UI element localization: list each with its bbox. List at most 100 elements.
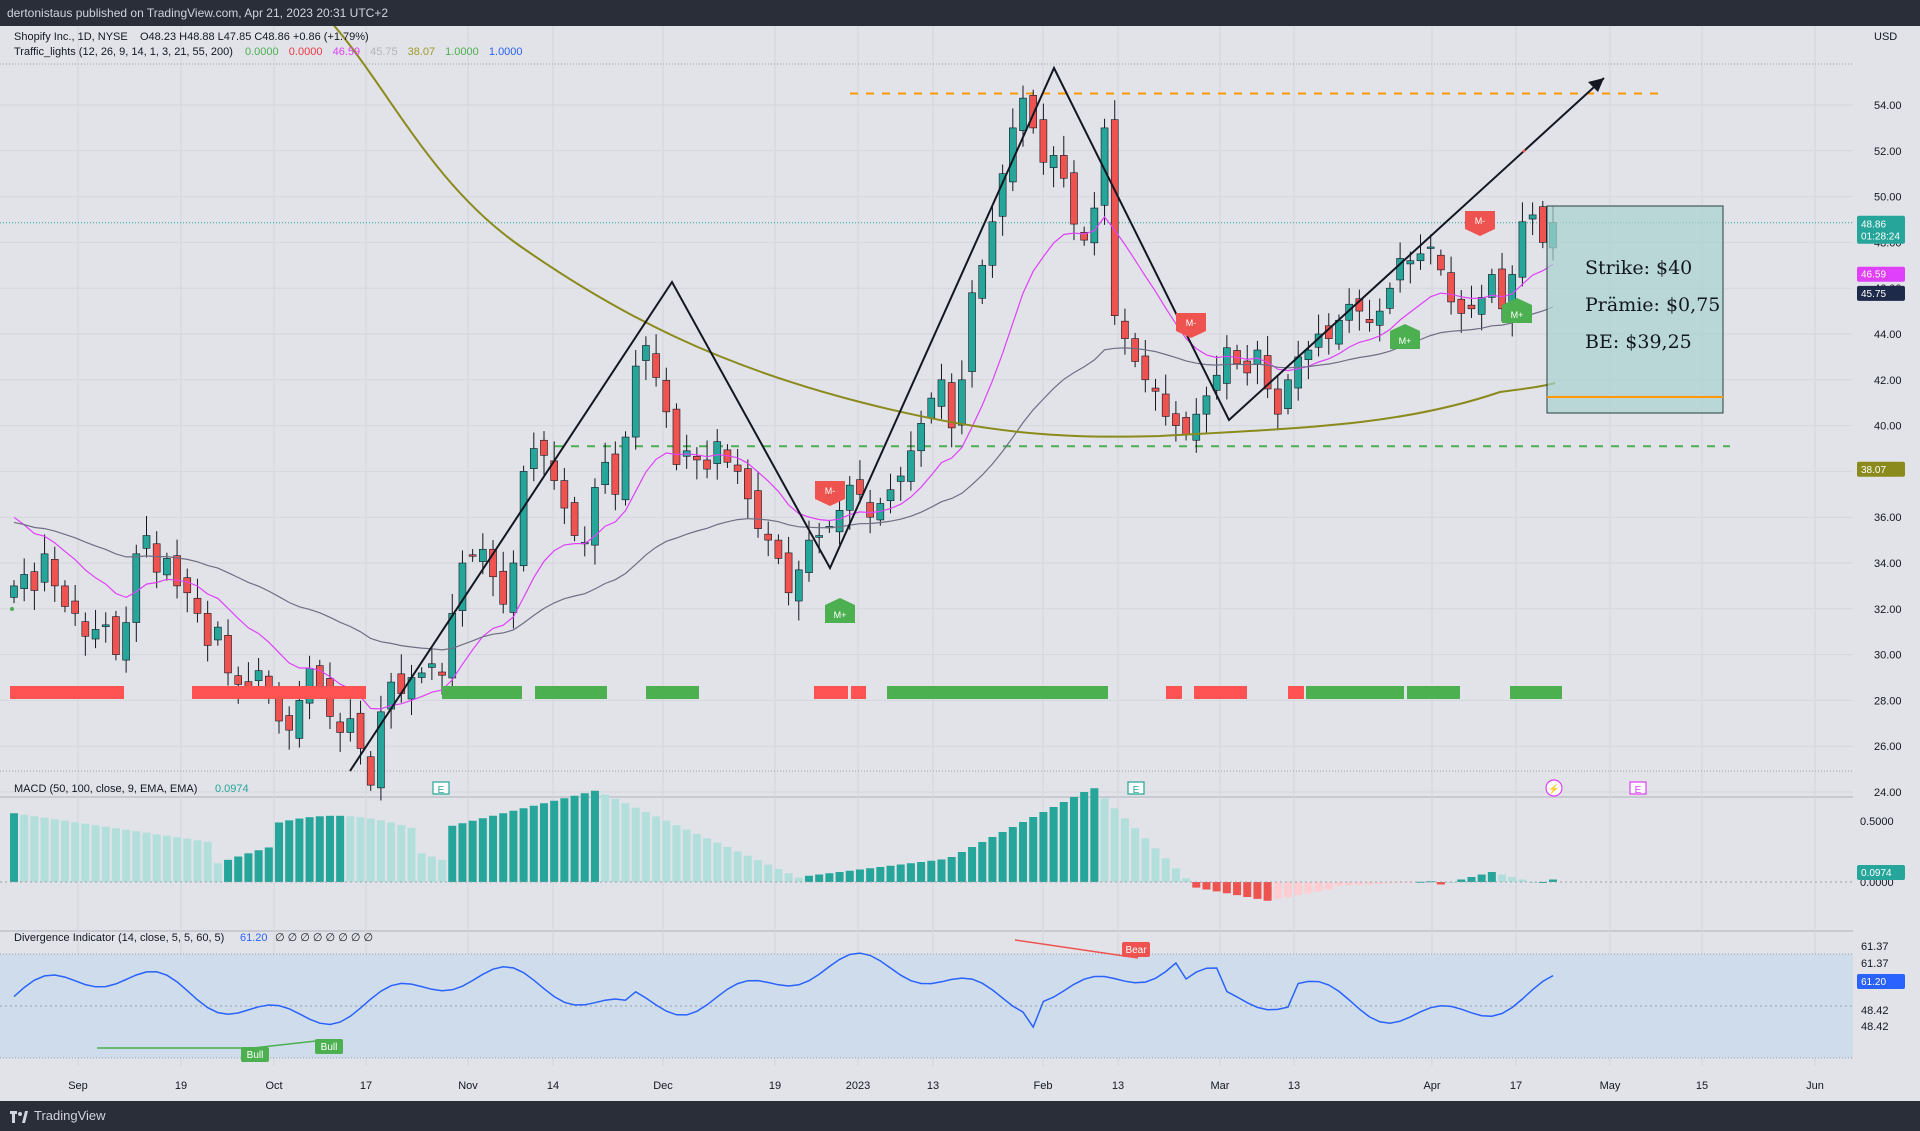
macd-bar[interactable] — [906, 863, 915, 882]
macd-bar[interactable] — [448, 825, 457, 882]
candle-body[interactable] — [1029, 95, 1038, 129]
macd-bar[interactable] — [723, 847, 732, 882]
macd-bar[interactable] — [550, 800, 559, 882]
macd-bar[interactable] — [682, 829, 691, 883]
candle-body[interactable] — [672, 408, 681, 465]
macd-bar[interactable] — [652, 816, 661, 882]
macd-bar[interactable] — [1284, 882, 1293, 897]
candle-body[interactable] — [61, 585, 69, 607]
candle-body[interactable] — [1498, 268, 1506, 310]
candle-body[interactable] — [927, 397, 936, 419]
option-info-box[interactable] — [1546, 205, 1724, 414]
candle-body[interactable] — [1253, 349, 1262, 365]
macd-bar[interactable] — [662, 820, 671, 882]
candle-body[interactable] — [428, 663, 436, 668]
macd-bar[interactable] — [1212, 882, 1221, 892]
macd-bar[interactable] — [1202, 882, 1211, 890]
candle-body[interactable] — [1141, 355, 1150, 381]
candle-body[interactable] — [203, 613, 212, 646]
macd-bar[interactable] — [1100, 798, 1109, 882]
candle-body[interactable] — [509, 562, 518, 613]
candle-body[interactable] — [1121, 320, 1129, 339]
candle-body[interactable] — [214, 626, 222, 641]
macd-bar[interactable] — [764, 864, 773, 883]
macd-bar[interactable] — [947, 857, 956, 882]
candle-body[interactable] — [366, 756, 375, 786]
macd-bar[interactable] — [122, 829, 131, 882]
candle-body[interactable] — [1488, 274, 1496, 298]
macd-bar[interactable] — [305, 817, 314, 882]
candle-body[interactable] — [275, 697, 283, 722]
candle-body[interactable] — [142, 535, 151, 549]
macd-bar[interactable] — [988, 837, 997, 882]
candle-body[interactable] — [1274, 388, 1282, 415]
macd-bar[interactable] — [1039, 812, 1048, 882]
macd-bar[interactable] — [264, 847, 273, 882]
candle-body[interactable] — [1009, 127, 1017, 183]
macd-bar[interactable] — [71, 822, 80, 882]
candle-body[interactable] — [71, 600, 79, 614]
m-minus-marker[interactable]: M- — [815, 481, 845, 506]
m-plus-marker[interactable]: M+ — [1502, 298, 1532, 323]
candle-body[interactable] — [346, 718, 355, 733]
candle-body[interactable] — [794, 569, 803, 602]
macd-bar[interactable] — [183, 838, 192, 882]
macd-bar[interactable] — [1171, 868, 1180, 882]
candle-body[interactable] — [998, 173, 1007, 217]
divergence-pane[interactable]: Bull Bull Bear — [0, 939, 1853, 1062]
candle-body[interactable] — [693, 455, 701, 461]
macd-bar[interactable] — [1345, 882, 1354, 886]
macd-bar[interactable] — [478, 818, 487, 882]
macd-bar[interactable] — [815, 874, 824, 883]
macd-bar[interactable] — [1294, 882, 1303, 896]
candle-body[interactable] — [764, 533, 773, 541]
candle-body[interactable] — [1059, 155, 1068, 179]
candle-body[interactable] — [295, 700, 304, 739]
candle-body[interactable] — [917, 423, 925, 452]
macd-bar[interactable] — [315, 816, 324, 882]
macd-bar[interactable] — [886, 865, 895, 882]
macd-bar[interactable] — [743, 855, 752, 882]
candle-body[interactable] — [529, 448, 538, 469]
candle-body[interactable] — [845, 484, 854, 511]
macd-bar[interactable] — [1182, 878, 1191, 882]
macd-bar[interactable] — [529, 805, 538, 882]
candle-body[interactable] — [886, 489, 895, 502]
candle-body[interactable] — [499, 570, 508, 605]
macd-bar[interactable] — [631, 807, 640, 882]
candle-body[interactable] — [1284, 379, 1292, 409]
candle-body[interactable] — [438, 671, 446, 676]
candle-body[interactable] — [1294, 356, 1302, 389]
candle-body[interactable] — [1477, 297, 1486, 315]
earnings-icon[interactable]: E — [1629, 781, 1647, 796]
macd-bar[interactable] — [835, 872, 844, 882]
candle-body[interactable] — [1192, 413, 1201, 441]
macd-bar[interactable] — [866, 868, 875, 882]
candle-body[interactable] — [1345, 303, 1353, 321]
earnings-icon[interactable]: E — [1127, 781, 1145, 796]
candle-body[interactable] — [1447, 272, 1455, 303]
candle-body[interactable] — [30, 571, 39, 591]
macd-bar[interactable] — [509, 810, 518, 882]
candle-body[interactable] — [1304, 349, 1313, 360]
candle-body[interactable] — [356, 712, 365, 749]
macd-bar[interactable] — [387, 822, 396, 882]
macd-bar[interactable] — [1365, 882, 1374, 885]
macd-bar[interactable] — [1019, 822, 1028, 882]
candle-body[interactable] — [50, 559, 59, 587]
macd-bar[interactable] — [1324, 882, 1333, 890]
macd-bar[interactable] — [203, 841, 212, 882]
macd-bar[interactable] — [1498, 874, 1507, 883]
macd-bar[interactable] — [91, 825, 100, 882]
macd-bar[interactable] — [1192, 882, 1201, 888]
candle-body[interactable] — [1202, 395, 1211, 415]
macd-bar[interactable] — [957, 852, 966, 882]
candle-body[interactable] — [591, 487, 599, 546]
macd-bar[interactable] — [754, 860, 763, 882]
candle-body[interactable] — [1396, 258, 1404, 281]
candle-body[interactable] — [621, 436, 630, 501]
candle-body[interactable] — [1457, 298, 1466, 314]
macd-bar[interactable] — [1120, 818, 1129, 882]
macd-bar[interactable] — [1528, 882, 1537, 883]
candle-body[interactable] — [1019, 97, 1027, 131]
